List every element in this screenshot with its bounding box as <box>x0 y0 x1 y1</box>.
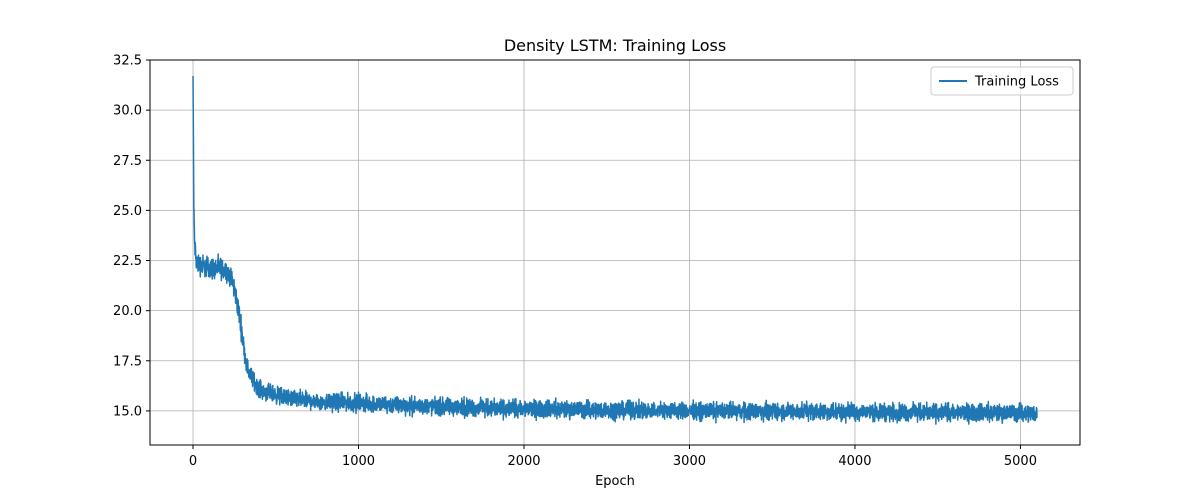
series-line-training-loss <box>192 76 1038 425</box>
y-tick-label: 32.5 <box>113 54 142 69</box>
x-axis-label: Epoch <box>595 474 635 489</box>
legend-box <box>930 66 1074 96</box>
x-tick-label: 4000 <box>838 454 871 469</box>
y-tick-label: 15.0 <box>113 404 142 419</box>
x-tick-label: 0 <box>189 454 197 469</box>
y-tick-label: 20.0 <box>113 304 142 319</box>
y-tick-label: 27.5 <box>113 154 142 169</box>
y-tick-label: 17.5 <box>113 354 142 369</box>
x-tick-label: 3000 <box>673 454 706 469</box>
chart-title: Density LSTM: Training Loss <box>504 36 726 55</box>
series-lines <box>192 76 1038 425</box>
x-tick-label: 5000 <box>1004 454 1037 469</box>
y-tick-label: 22.5 <box>113 254 142 269</box>
y-tick-label: 25.0 <box>113 204 142 219</box>
legend-label-training-loss: Training Loss <box>974 75 1059 90</box>
axis-ticks: 0 1000 2000 3000 4000 5000 15.0 17.5 20.0 22.5 25.… <box>113 54 1037 470</box>
plot-frame <box>149 59 1081 446</box>
x-tick-label: 2000 <box>507 454 540 469</box>
legend: Training Loss <box>930 66 1074 96</box>
y-tick-label: 30.0 <box>113 104 142 119</box>
x-tick-label: 1000 <box>342 454 375 469</box>
